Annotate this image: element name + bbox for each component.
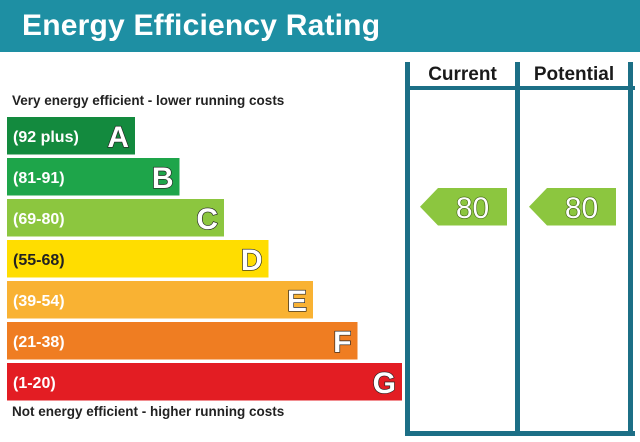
band-range-c: (69-80) [13, 211, 65, 228]
band-letter-d: D [241, 244, 263, 277]
band-letter-a: A [107, 121, 129, 154]
potential-rating-value: 80 [565, 192, 598, 225]
current-rating-arrow [420, 188, 507, 226]
band-range-f: (21-38) [13, 334, 65, 351]
band-range-d: (55-68) [13, 252, 65, 269]
band-range-b: (81-91) [13, 170, 65, 187]
band-letter-b: B [152, 162, 174, 195]
header-bar: Energy Efficiency Rating [0, 0, 640, 52]
band-bar-e [7, 281, 313, 319]
band-bar-g [7, 363, 402, 401]
band-letter-e: E [287, 285, 307, 318]
band-range-a: (92 plus) [13, 129, 79, 146]
band-letter-g: G [373, 367, 396, 400]
column-divider-left [405, 62, 410, 436]
band-bar-c [7, 199, 224, 237]
band-range-e: (39-54) [13, 293, 65, 310]
page-title: Energy Efficiency Rating [22, 9, 381, 42]
band-bar-f [7, 322, 358, 360]
column-divider-middle [515, 62, 520, 436]
band-bar-b [7, 158, 180, 196]
band-letter-c: C [196, 203, 218, 236]
band-range-g: (1-20) [13, 375, 56, 392]
band-bar-a [7, 117, 135, 155]
potential-column-header: Potential [533, 64, 615, 85]
column-bottom-rule [405, 431, 635, 436]
column-header-rule [405, 86, 635, 90]
current-column-header: Current [428, 64, 497, 85]
band-bar-d [7, 240, 269, 278]
potential-rating-arrow [529, 188, 616, 226]
top-caption: Very energy efficient - lower running co… [12, 93, 285, 108]
current-rating-value: 80 [456, 192, 489, 225]
column-divider-right [628, 62, 633, 436]
bottom-caption: Not energy efficient - higher running co… [12, 404, 285, 419]
band-letter-f: F [333, 326, 351, 359]
